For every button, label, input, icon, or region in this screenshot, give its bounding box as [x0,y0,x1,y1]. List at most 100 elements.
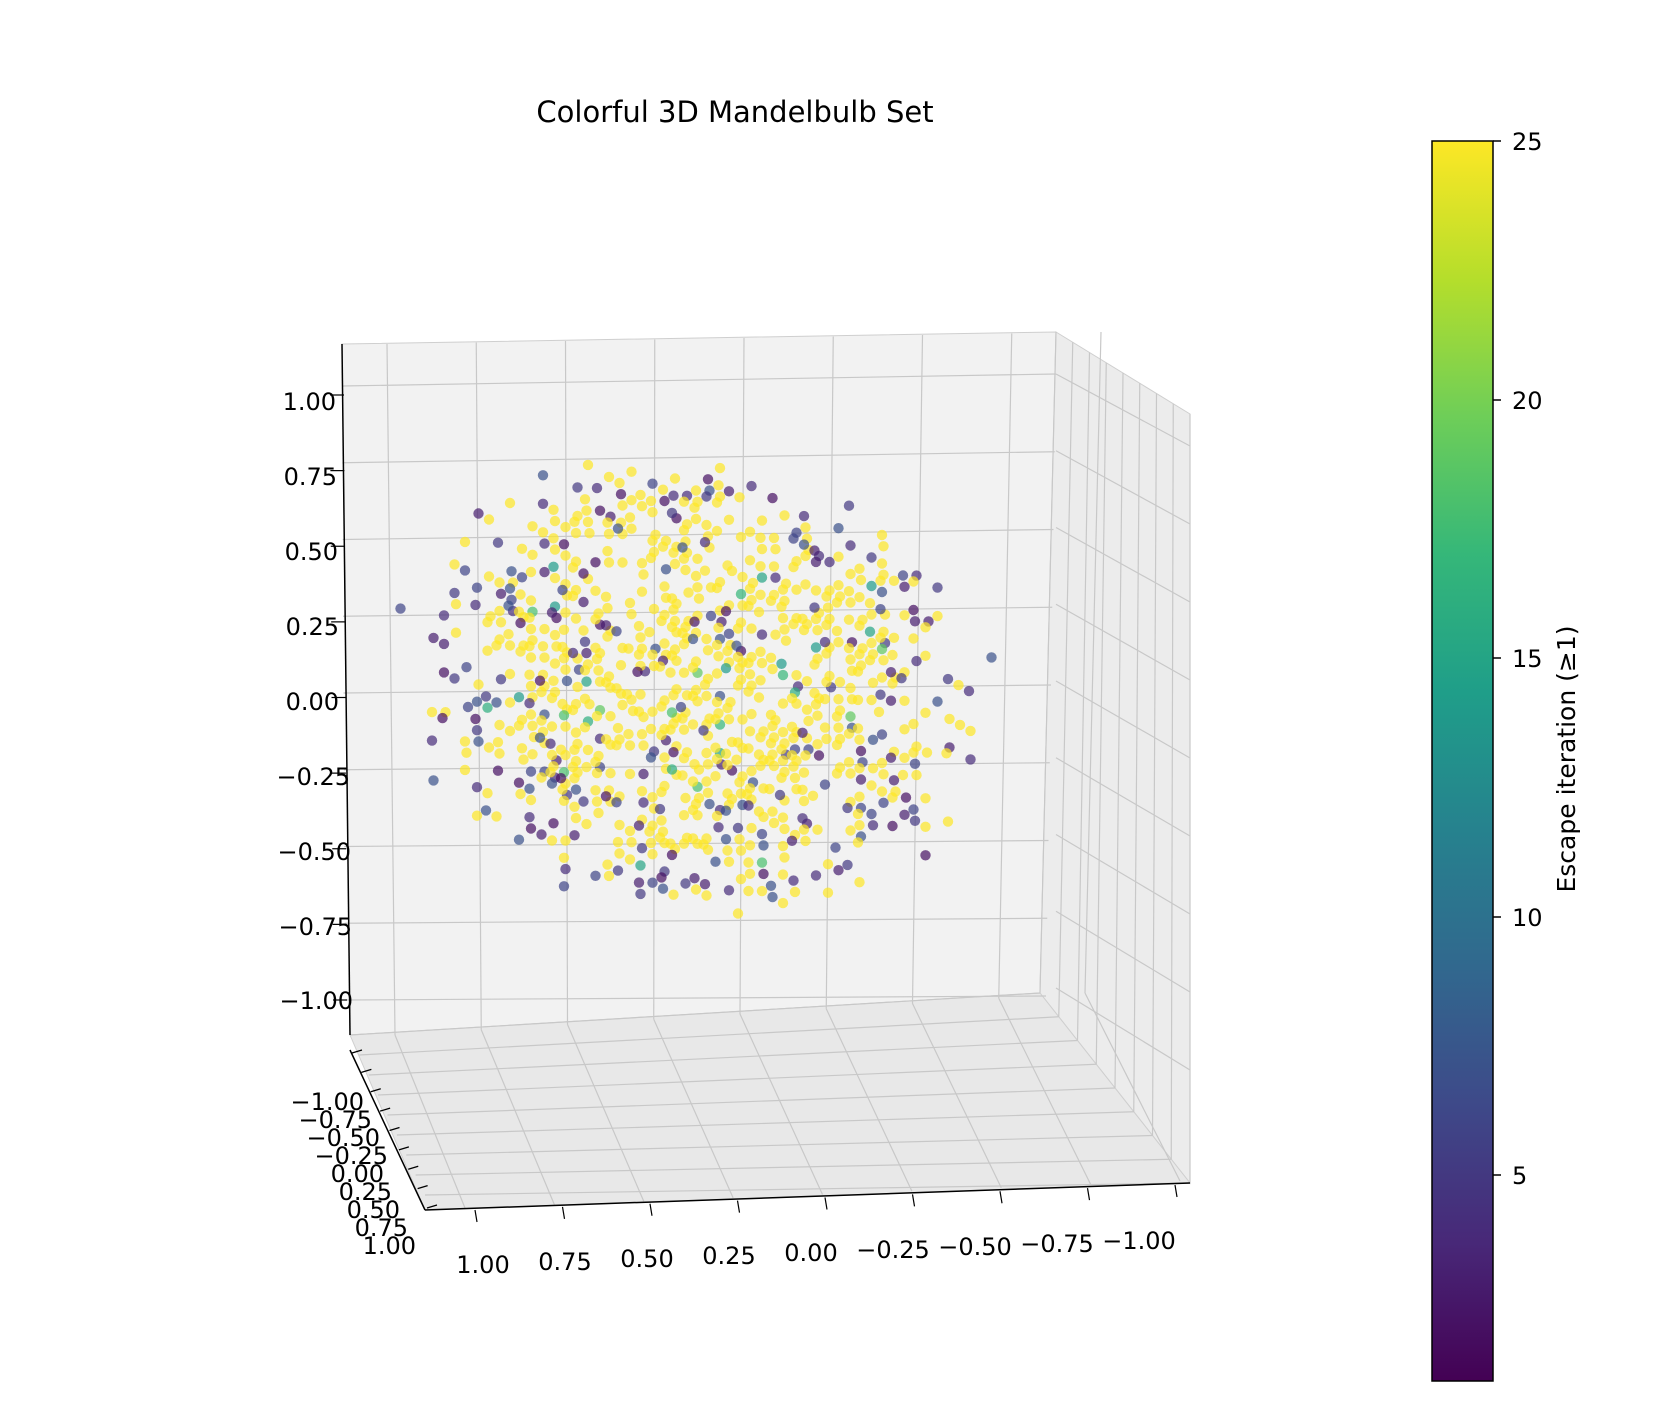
scatter-point [546,749,558,761]
scatter-point [779,624,790,635]
scatter-point [459,736,471,747]
scatter-point [797,813,808,824]
scatter-point [614,477,625,489]
scatter-point [633,649,645,660]
scatter-point [843,643,855,654]
scatter-point [678,496,690,507]
scatter-point [720,606,732,617]
scatter-point [920,821,931,832]
scatter-point [614,819,625,831]
scatter-point [852,723,864,734]
scatter-point [449,559,460,570]
scatter-point [866,637,877,649]
scatter-point [426,735,438,746]
scatter-point [593,665,604,676]
scatter-point [669,473,681,484]
y-tick-mark [379,1107,391,1112]
scatter-point [645,552,657,564]
scatter-point [702,759,714,770]
scatter-point [656,815,667,826]
scatter-point [756,543,768,555]
scatter-point [768,532,780,544]
scatter-point [666,849,678,861]
scatter-point [483,571,495,582]
y-tick-mark [351,1049,363,1054]
scatter-point [831,597,843,608]
scatter-point [824,556,835,568]
scatter-point [527,720,538,731]
scatter-point [713,480,724,491]
scatter-point [516,543,528,554]
scatter-point [578,596,589,608]
scatter-point [513,777,525,788]
scatter-point [621,689,633,700]
y-tick-mark [408,1165,419,1170]
scatter-point [720,805,732,816]
scatter-point [854,791,865,802]
scatter-point [549,572,561,584]
grid-line [1055,833,1191,915]
scatter-point [582,516,594,528]
scatter-point [798,767,810,778]
grid-line [739,1013,824,1195]
scatter-point [570,812,582,824]
grid-line [1055,603,1191,681]
grid-line [911,334,924,1004]
scatter-point [555,744,567,755]
scatter-point [701,747,712,759]
scatter-point [678,810,690,821]
scatter-point [875,632,886,643]
scatter-point [579,636,591,647]
scatter-point [626,495,637,506]
scatter-point [941,748,952,759]
scatter-point [899,581,910,592]
scatter-point [666,621,678,633]
scatter-point [428,775,439,786]
scatter-point [567,647,579,659]
scatter-point [495,588,507,599]
grid-line [344,995,1047,1001]
scatter-point [711,497,723,508]
scatter-point [788,875,799,886]
scatter-point [735,845,747,856]
scatter-point [687,833,699,844]
scatter-point [944,713,955,725]
y-tick-label: 0.25 [339,1178,392,1206]
scatter-point [899,724,910,735]
z-tick-label: −0.25 [276,763,350,791]
scatter-point [756,572,768,583]
scatter-point [525,680,537,692]
scatter-point [471,810,483,821]
scatter-point [645,837,657,849]
scatter-point [822,602,834,613]
scatter-point [720,663,732,674]
scatter-point [800,835,811,847]
grid-line [998,997,1092,1185]
scatter-point [617,557,628,568]
scatter-point [722,788,733,799]
scatter-point [689,759,700,770]
z-tick-label: 0.00 [286,688,339,716]
scatter-point [897,769,909,781]
scatter-point [680,792,691,804]
scatter-point [534,675,546,686]
scatter-point [645,495,657,507]
grid-line [341,373,1057,387]
scatter-point [774,789,786,801]
scatter-point [513,834,525,845]
scatter-point [570,527,582,539]
scatter-point [722,702,733,714]
scatter-point [876,757,888,769]
scatter-point [710,856,721,867]
scatter-point [524,669,535,680]
z-tick-label: 0.50 [285,538,338,566]
scatter-point [777,840,789,852]
y-tick-label: −0.50 [306,1124,380,1152]
scatter-point [524,698,535,709]
scatter-point [746,765,757,777]
scatter-point [965,725,976,737]
scatter-point [854,763,865,774]
grid-line [1170,403,1174,1160]
scatter-point [624,512,636,523]
scatter-point [797,613,808,624]
